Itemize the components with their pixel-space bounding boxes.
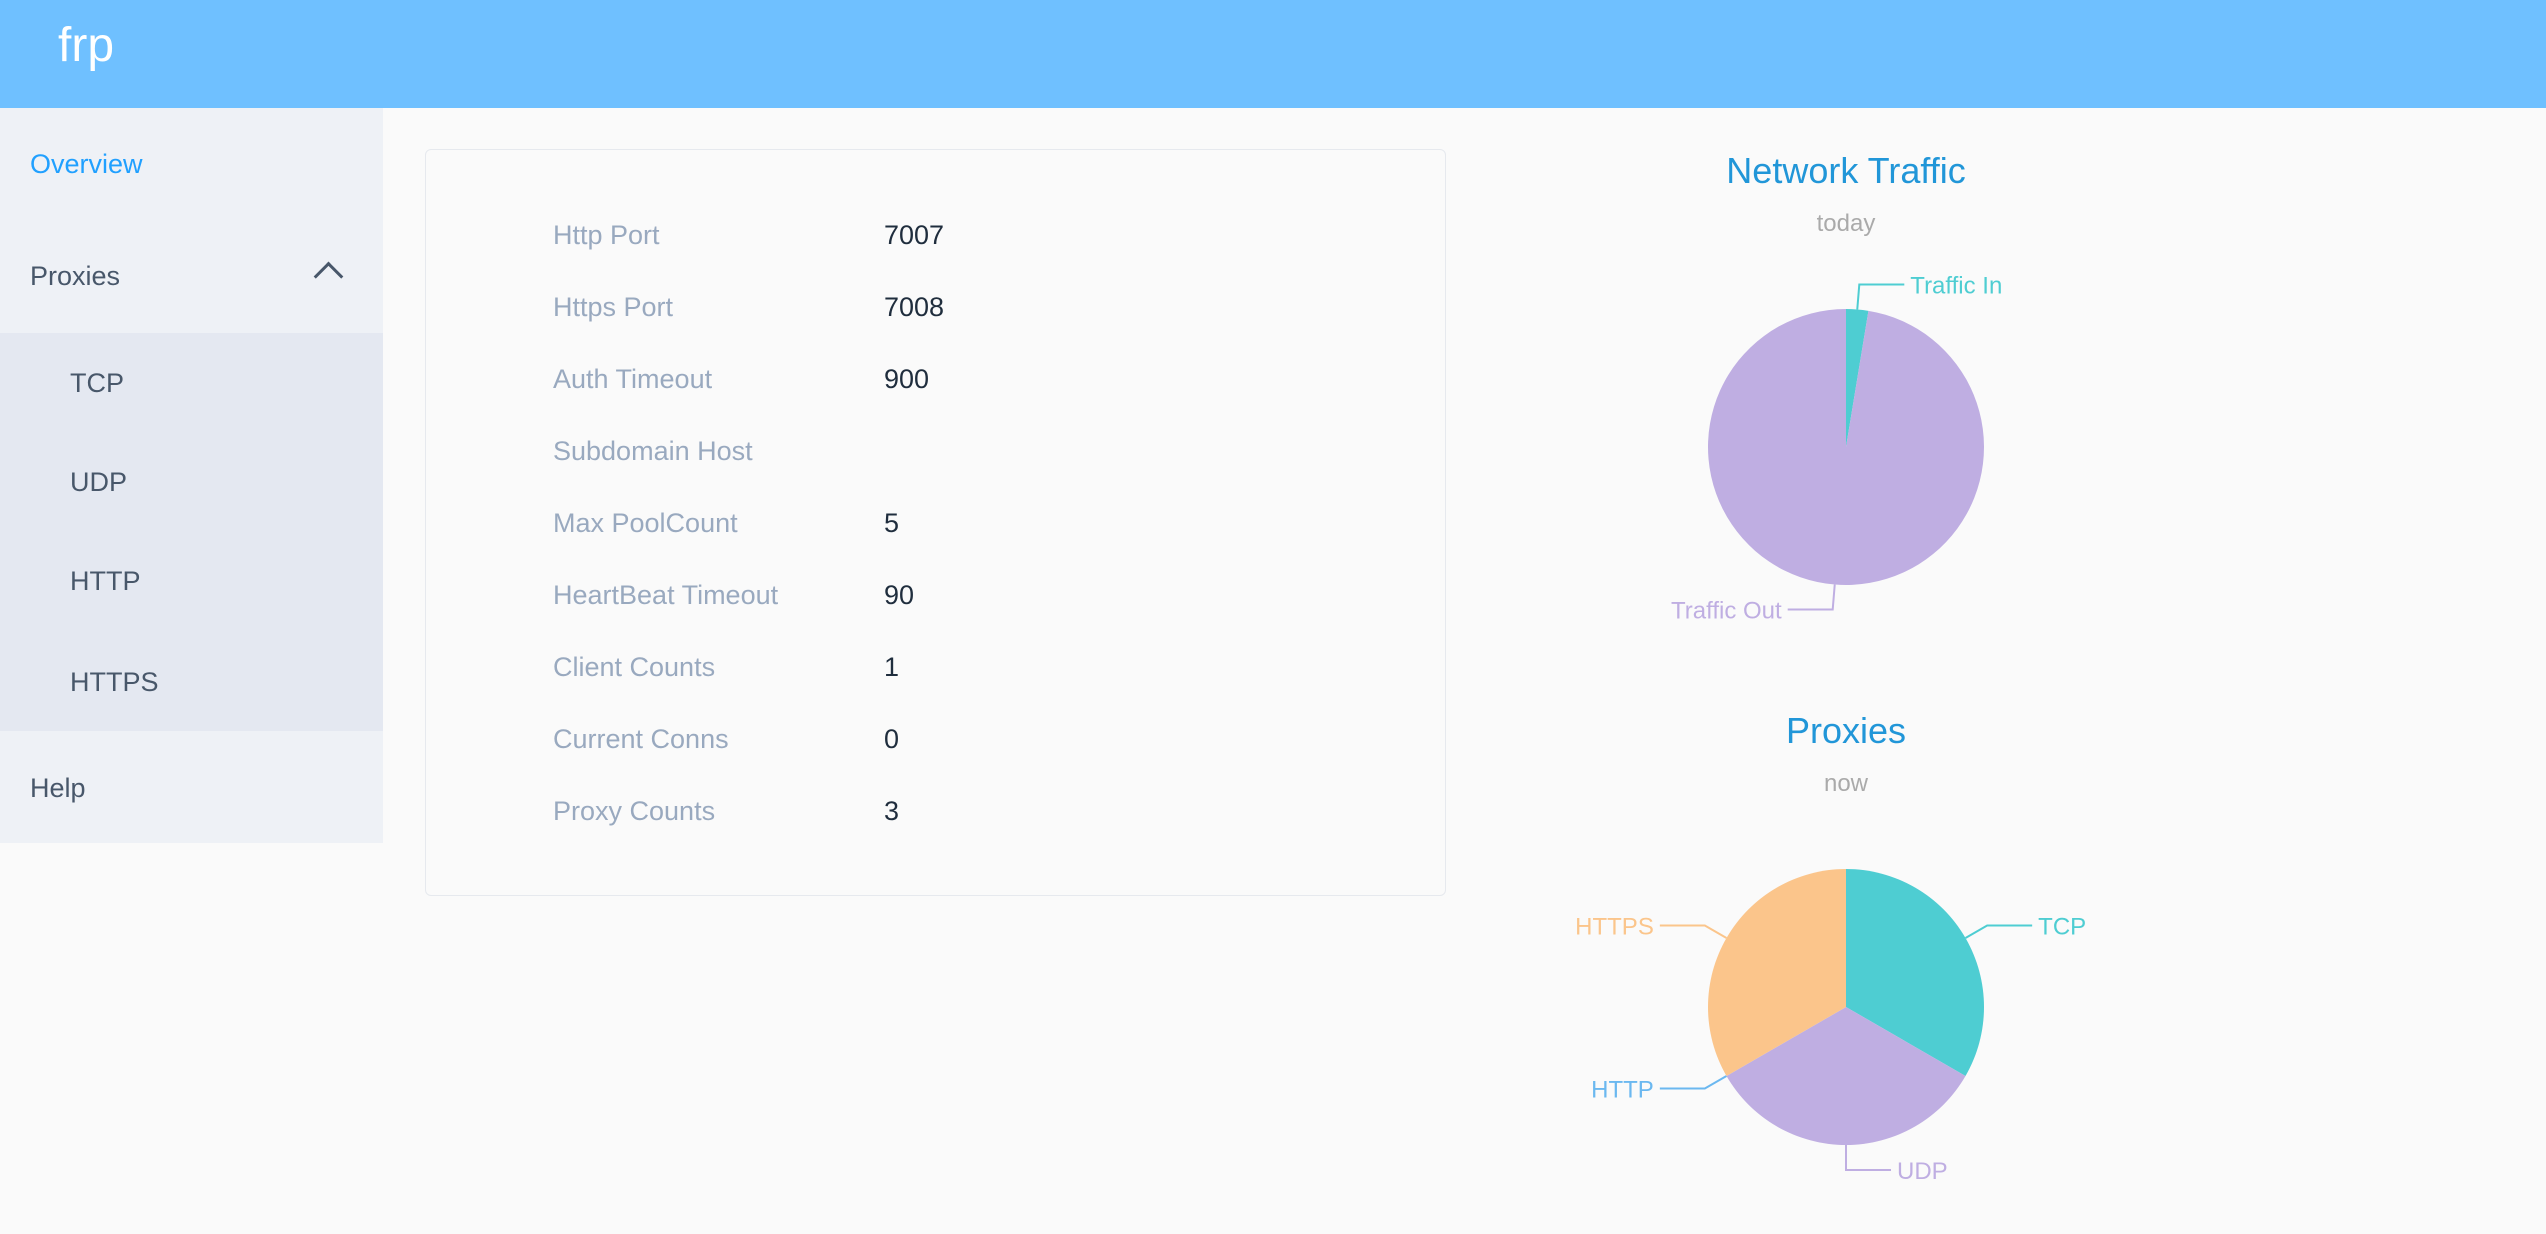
sidebar-item-https[interactable]: HTTPS [0,632,383,732]
info-value: 90 [884,580,915,610]
info-value: 1 [884,652,900,682]
pie-slice-traffic-out[interactable] [1708,309,1984,585]
sidebar-item-label: HTTP [70,566,141,596]
pie-slice-https[interactable] [1708,869,1846,1076]
sidebar-item-overview[interactable]: Overview [0,114,383,214]
chevron-up-icon [313,261,344,292]
top-header: frp [0,0,2546,108]
sidebar-item-udp[interactable]: UDP [0,432,383,532]
info-label: Max PoolCount [553,508,738,538]
info-label: Subdomain Host [553,436,753,466]
label-line [1659,924,1727,939]
sidebar: Overview Proxies TCP UDP HTTP HTTPS Help [0,108,383,843]
info-label: Http Port [553,220,660,250]
server-info-card: Http Port 7007 Https Port 7008 Auth Timeout 9… [425,149,1446,896]
pie-label: UDP [1897,1158,1948,1185]
info-value: 0 [884,724,900,754]
pie-slice-tcp[interactable] [1846,869,1984,1076]
label-line [1787,584,1836,611]
info-value: 3 [884,796,900,826]
info-label: Https Port [553,292,674,322]
info-label: HeartBeat Timeout [553,580,779,610]
pie-label: Traffic In [1910,273,2002,300]
sidebar-item-proxies[interactable]: Proxies [0,226,383,326]
info-value: 7007 [884,220,945,250]
info-label: Client Counts [553,652,716,682]
info-label: Proxy Counts [553,796,716,826]
proxies-submenu: TCP UDP HTTP HTTPS [0,333,383,731]
sidebar-item-label: UDP [70,467,128,497]
info-value: 5 [884,508,900,538]
pie-slice-udp[interactable] [1726,1007,1966,1145]
chart-subtitle-proxies: now [1823,770,1869,797]
sidebar-item-help[interactable]: Help [0,738,383,838]
info-value: 7008 [884,292,945,322]
chart-title-traffic: Network Traffic [1726,150,1966,191]
sidebar-item-label: TCP [70,368,124,398]
sidebar-item-label: Help [30,773,86,803]
brand-logo[interactable]: frp [58,19,115,72]
label-line [1845,1145,1891,1171]
sidebar-item-tcp[interactable]: TCP [0,333,383,433]
label-line [1659,1075,1727,1090]
chart-subtitle-traffic: today [1816,210,1876,237]
label-line [1856,283,1905,310]
sidebar-item-http[interactable]: HTTP [0,531,383,631]
traffic-pie-chart: Traffic In Traffic Out [1671,273,2002,625]
info-value: 900 [884,364,930,394]
sidebar-item-label: HTTPS [70,667,159,697]
pie-label: TCP [2038,914,2086,941]
sidebar-item-label: Proxies [30,261,121,291]
proxies-pie-chart: TCP UDP HTTP HTTPS [1575,869,2086,1185]
label-line [1965,924,2033,939]
info-label: Current Conns [553,724,729,754]
sidebar-item-label: Overview [30,149,143,179]
pie-label: HTTPS [1575,914,1654,941]
pie-label: HTTP [1591,1077,1654,1104]
pie-slice-traffic-in[interactable] [1846,309,1869,447]
info-label: Auth Timeout [553,364,713,394]
chart-title-proxies: Proxies [1785,710,1907,751]
pie-label: Traffic Out [1671,597,1782,624]
